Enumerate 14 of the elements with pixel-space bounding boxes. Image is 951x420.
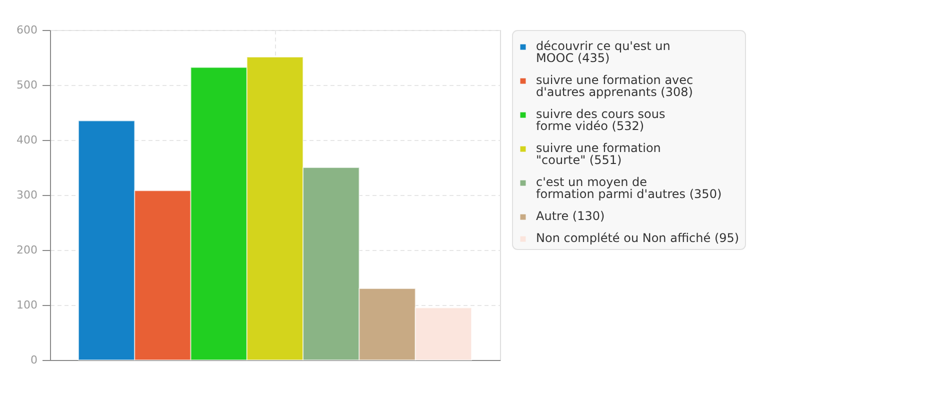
y-tick-label: 600	[16, 24, 38, 36]
legend-label: suivre une formation avec d'autres apprenants (308)	[536, 73, 694, 99]
y-tick-label: 0	[30, 354, 38, 366]
y-tick-label: 100	[16, 298, 38, 312]
y-tick-label: 500	[16, 78, 38, 92]
legend-label: c'est un moyen de formation parmi d'autres (350)	[536, 175, 722, 201]
legend-label: suivre des cours sous forme vidéo (532)	[536, 107, 666, 133]
y-tick-label: 200	[16, 244, 38, 256]
y-tick-label: 400	[16, 134, 38, 146]
legend-label: Non complété ou Non affiché (95)	[536, 231, 740, 245]
legend-label: découvrir ce qu'est un MOOC (435)	[536, 39, 670, 65]
legend-label: Autre (130)	[536, 209, 605, 223]
legend-label: suivre une formation "courte" (551)	[536, 141, 661, 167]
y-tick-label: 300	[16, 188, 38, 202]
